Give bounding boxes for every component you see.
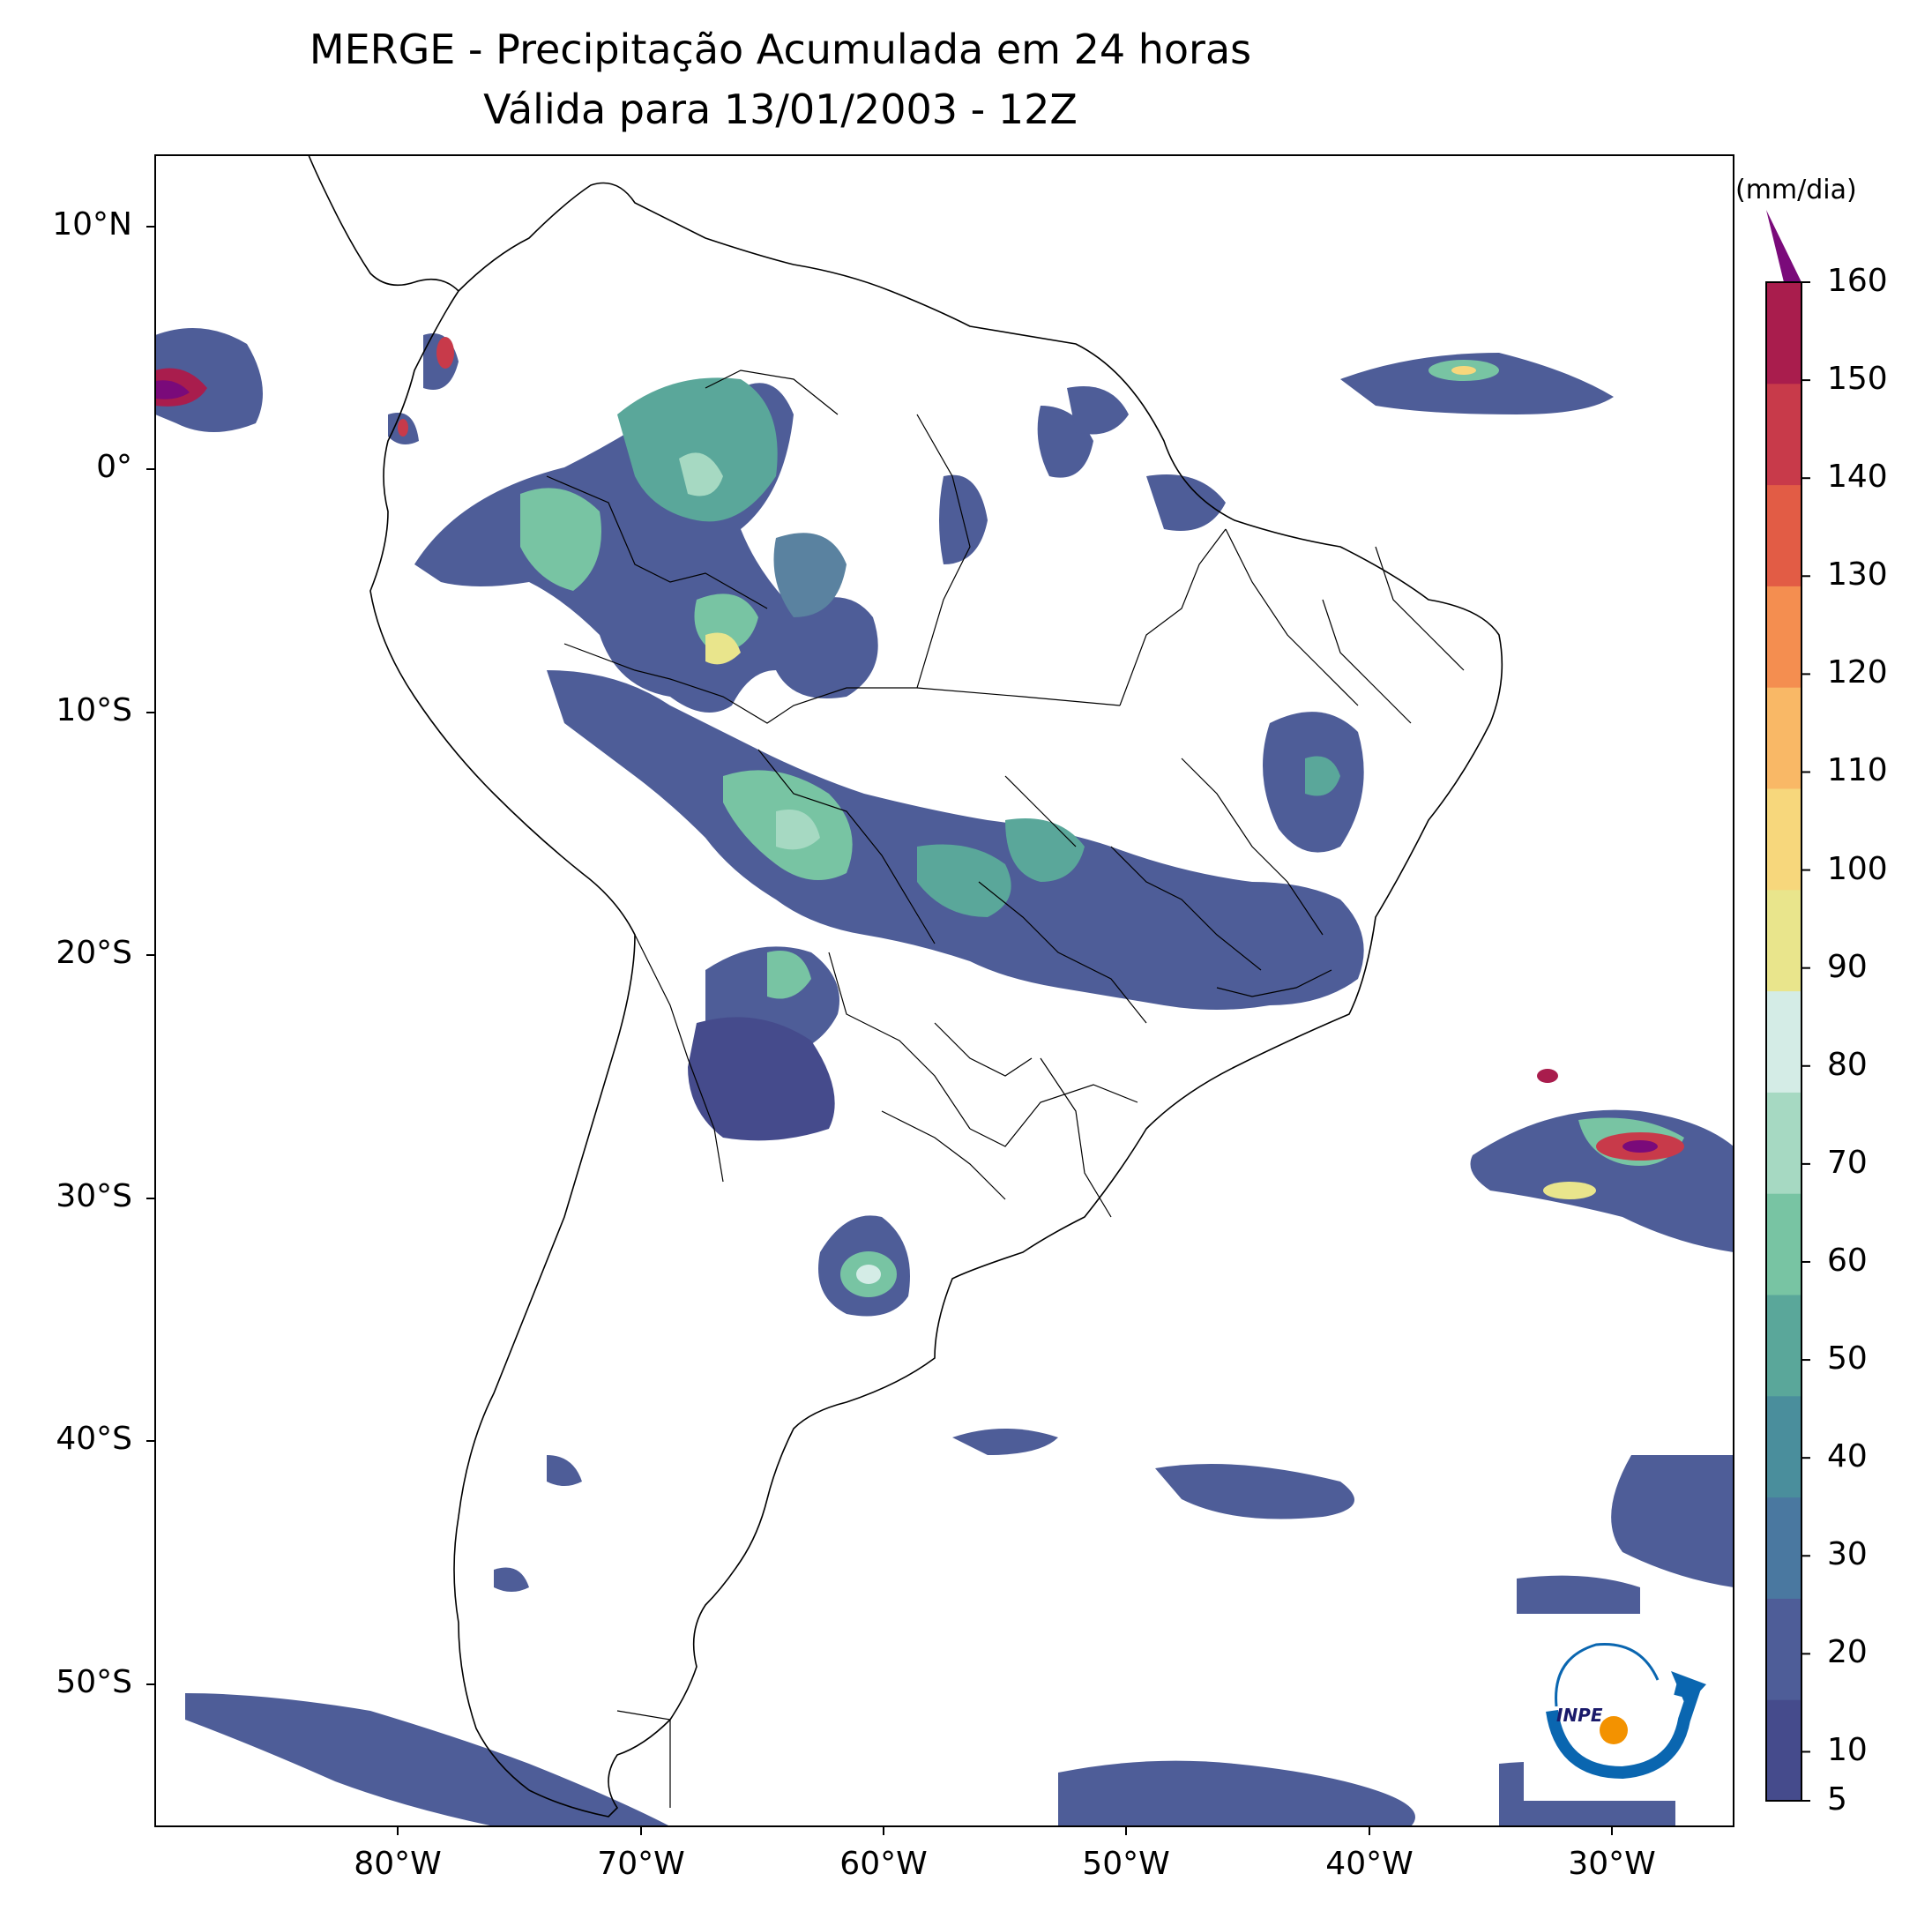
colorbar-segment bbox=[1766, 1497, 1801, 1599]
inpe-logo: INPE bbox=[1524, 1616, 1706, 1801]
colorbar-label: 10 bbox=[1827, 1732, 1868, 1769]
lon-label-80w: 80°W bbox=[354, 1846, 442, 1882]
lon-label-60w: 60°W bbox=[839, 1846, 928, 1882]
colorbar-segment bbox=[1766, 1295, 1801, 1397]
colorbar-segment bbox=[1766, 586, 1801, 688]
colorbar-segment bbox=[1766, 484, 1801, 586]
colorbar-label: 100 bbox=[1827, 850, 1888, 887]
colorbar-segment bbox=[1766, 1699, 1801, 1802]
lat-ticks bbox=[146, 226, 155, 1685]
country-borders bbox=[546, 370, 1465, 1808]
colorbar-segment bbox=[1766, 383, 1801, 486]
lat-label-20s: 20°S bbox=[56, 935, 132, 971]
colorbar-label: 20 bbox=[1827, 1634, 1868, 1671]
lat-label-10n: 10°N bbox=[52, 206, 132, 243]
lon-label-30w: 30°W bbox=[1568, 1846, 1656, 1882]
colorbar bbox=[1765, 210, 1810, 1802]
colorbar-label: 30 bbox=[1827, 1536, 1868, 1573]
lat-label-50s: 50°S bbox=[56, 1664, 132, 1700]
lat-label-0: 0° bbox=[96, 449, 132, 485]
colorbar-label: 160 bbox=[1827, 263, 1888, 299]
colorbar-segment bbox=[1766, 788, 1801, 891]
lon-label-70w: 70°W bbox=[597, 1846, 685, 1882]
lat-label-10s: 10°S bbox=[56, 692, 132, 728]
lon-label-40w: 40°W bbox=[1325, 1846, 1414, 1882]
colorbar-label: 80 bbox=[1827, 1046, 1868, 1083]
lon-ticks bbox=[397, 1826, 1613, 1835]
colorbar-label: 5 bbox=[1827, 1781, 1847, 1818]
colorbar-label: 140 bbox=[1827, 459, 1888, 496]
precipitation-field bbox=[155, 328, 1734, 1826]
colorbar-frame bbox=[1765, 281, 1802, 1802]
colorbar-label: 110 bbox=[1827, 752, 1888, 789]
lon-label-50w: 50°W bbox=[1082, 1846, 1170, 1882]
colorbar-label: 50 bbox=[1827, 1340, 1868, 1377]
colorbar-label: 130 bbox=[1827, 556, 1888, 593]
plot-frame bbox=[154, 154, 1734, 1827]
colorbar-segment bbox=[1766, 282, 1801, 384]
map-title: MERGE - Precipitação Acumulada em 24 hor… bbox=[309, 26, 1252, 73]
colorbar-segment bbox=[1766, 990, 1801, 1093]
inpe-logo-text: INPE bbox=[1556, 1705, 1603, 1726]
colorbar-segment bbox=[1766, 1193, 1801, 1295]
lat-label-30s: 30°S bbox=[56, 1178, 132, 1214]
colorbar-label: 60 bbox=[1827, 1242, 1868, 1279]
colorbar-segment bbox=[1766, 1598, 1801, 1700]
colorbar-label: 40 bbox=[1827, 1438, 1868, 1475]
lat-label-40s: 40°S bbox=[56, 1421, 132, 1457]
colorbar-label: 70 bbox=[1827, 1144, 1868, 1181]
colorbar-label: 150 bbox=[1827, 361, 1888, 398]
colorbar-segment bbox=[1766, 1092, 1801, 1194]
colorbar-extend-arrow bbox=[1766, 210, 1801, 282]
colorbar-segment bbox=[1766, 889, 1801, 992]
colorbar-unit: (mm/dia) bbox=[1735, 175, 1857, 205]
colorbar-label: 90 bbox=[1827, 948, 1868, 985]
map-subtitle: Válida para 13/01/2003 - 12Z bbox=[483, 86, 1078, 133]
colorbar-label: 120 bbox=[1827, 654, 1888, 691]
colorbar-segment bbox=[1766, 1395, 1801, 1498]
coastline bbox=[308, 155, 1503, 1818]
colorbar-segment bbox=[1766, 687, 1801, 789]
